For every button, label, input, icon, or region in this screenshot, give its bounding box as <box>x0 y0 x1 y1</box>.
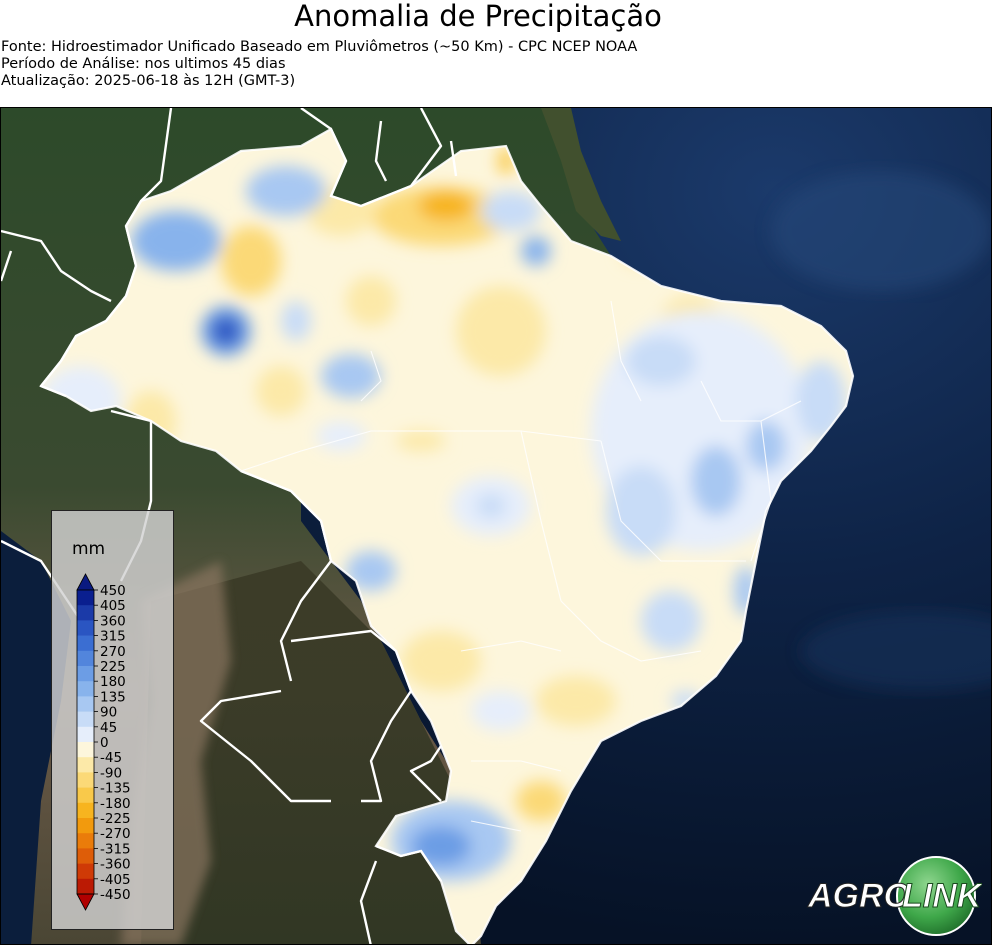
colorbar-tick-label: 135 <box>100 689 126 705</box>
colorbar-tick-label: -90 <box>100 765 122 781</box>
colorbar-segment <box>77 681 94 697</box>
colorbar-segment <box>77 590 94 606</box>
colorbar-tick-label: -405 <box>100 872 131 888</box>
colorbar-segment <box>77 666 94 682</box>
colorbar-segment <box>77 818 94 834</box>
colorbar-segment <box>77 711 94 728</box>
period-line: Período de Análise: nos ultimos 45 dias <box>1 56 286 72</box>
colorbar-segment <box>77 772 94 788</box>
colorbar-segment <box>77 757 94 773</box>
colorbar-tick-label: 360 <box>100 613 126 629</box>
colorbar-segment <box>77 726 94 743</box>
colorbar-segment <box>77 696 94 712</box>
state-borders <box>240 300 802 832</box>
colorbar-tick-label: -135 <box>100 781 131 797</box>
colorbar-segment <box>77 605 94 621</box>
colorbar-tick-label: -450 <box>100 887 131 903</box>
colorbar-tick-label: 90 <box>100 705 117 721</box>
colorbar: 45040536031527022518013590450-45-90-135-… <box>76 573 131 911</box>
colorbar-tick-label: -315 <box>100 841 131 857</box>
colorbar-segment <box>77 848 94 864</box>
colorbar-extend-min <box>76 893 95 911</box>
colorbar-tick-label: 315 <box>100 629 126 645</box>
colorbar-tick-label: -360 <box>100 857 131 873</box>
source-line: Fonte: Hidroestimador Unificado Baseado … <box>1 39 638 55</box>
colorbar-segment <box>77 620 94 636</box>
colorbar-segment <box>77 635 94 652</box>
colorbar-segment <box>77 650 94 667</box>
colorbar-tick-label: 450 <box>100 583 126 599</box>
map-title: Anomalia de Precipitação <box>294 0 662 33</box>
agrolink-logo: AGRO LINK <box>806 855 984 937</box>
colorbar-extend-max <box>76 573 95 591</box>
colorbar-tick-label: -180 <box>100 796 131 812</box>
update-line: Atualização: 2025-06-18 às 12H (GMT-3) <box>1 73 296 89</box>
colorbar-segment <box>77 802 94 819</box>
colorbar-tick-label: -225 <box>100 811 131 827</box>
colorbar-tick-label: 45 <box>100 720 117 736</box>
colorbar-tick-label: 405 <box>100 598 126 614</box>
colorbar-segment <box>77 742 94 758</box>
colorbar-tick-label: -270 <box>100 826 131 842</box>
colorbar-tick-label: 225 <box>100 659 126 675</box>
colorbar-tick-label: -45 <box>100 750 122 766</box>
colorbar-segment <box>77 787 94 804</box>
map-metadata: Fonte: Hidroestimador Unificado Baseado … <box>1 39 637 90</box>
colorbar-segment <box>77 878 94 895</box>
colorbar-legend: mm 450 405 360 315 270 225 180 135 90 45 0 -45 -90 -1… <box>51 510 174 930</box>
colorbar-tick-label: 0 <box>100 735 109 751</box>
legend-unit: mm <box>72 539 106 559</box>
colorbar-tick-label: 180 <box>100 674 126 690</box>
logo-text-right: LINK <box>902 877 982 915</box>
logo-text-left: AGRO <box>807 877 910 915</box>
colorbar-segment <box>77 833 94 849</box>
colorbar-tick-label: 270 <box>100 644 126 660</box>
colorbar-segment <box>77 863 94 880</box>
